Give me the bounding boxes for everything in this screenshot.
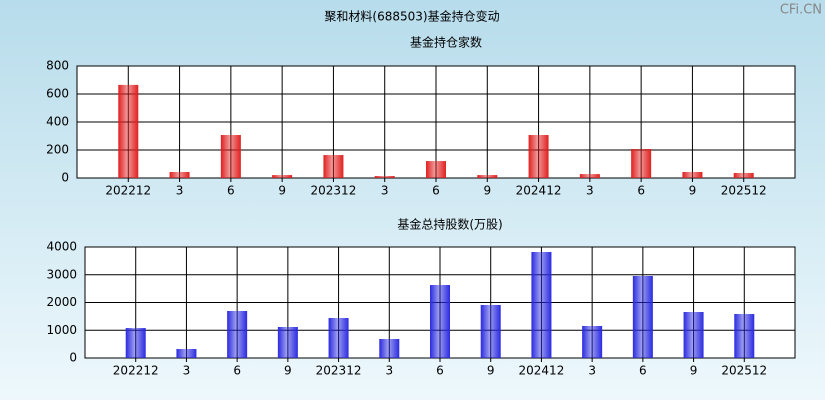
x-tick-label: 202412	[516, 184, 562, 198]
bar	[582, 326, 603, 358]
bar	[733, 172, 754, 178]
bar	[528, 135, 549, 178]
x-tick-label: 202312	[311, 184, 357, 198]
bar	[682, 171, 703, 178]
x-tick-label: 6	[432, 184, 440, 198]
bar	[272, 175, 293, 178]
bar	[379, 338, 400, 358]
x-tick-label: 202512	[721, 184, 767, 198]
bar	[531, 251, 552, 358]
page-title: 聚和材料(688503)基金持仓变动	[324, 9, 499, 24]
x-tick-label: 6	[436, 364, 444, 378]
bar	[118, 84, 139, 178]
y-tick-label: 3000	[46, 267, 77, 281]
x-tick-label: 202212	[113, 364, 159, 378]
y-tick-label: 0	[61, 171, 69, 185]
x-tick-label: 9	[690, 364, 698, 378]
x-tick-label: 3	[183, 364, 191, 378]
x-tick-label: 3	[176, 184, 184, 198]
x-tick-label: 9	[284, 364, 292, 378]
y-tick-label: 4000	[46, 240, 77, 254]
bar	[477, 175, 498, 178]
chart-title: 基金总持股数(万股)	[397, 217, 502, 232]
watermark: CFi.CN	[780, 3, 822, 18]
x-tick-label: 202512	[721, 364, 767, 378]
bar	[734, 313, 755, 358]
y-tick-label: 800	[46, 59, 69, 73]
bar	[430, 285, 450, 358]
bar	[480, 304, 501, 358]
bar	[632, 275, 653, 358]
bar	[426, 161, 446, 178]
bar	[323, 155, 344, 178]
y-tick-label: 1000	[46, 323, 77, 337]
y-tick-label: 2000	[46, 295, 77, 309]
y-tick-label: 400	[46, 115, 69, 129]
bar	[328, 318, 349, 358]
y-tick-label: 600	[46, 87, 69, 101]
x-tick-label: 6	[639, 364, 647, 378]
x-tick-label: 202412	[519, 364, 565, 378]
bar	[683, 311, 704, 358]
bar	[374, 176, 395, 178]
x-tick-label: 6	[637, 184, 645, 198]
x-tick-label: 3	[586, 184, 594, 198]
x-tick-label: 9	[278, 184, 286, 198]
chart-title: 基金持仓家数	[410, 35, 482, 50]
x-tick-label: 6	[233, 364, 241, 378]
y-tick-label: 0	[69, 351, 77, 365]
x-tick-label: 202312	[316, 364, 362, 378]
x-tick-label: 3	[381, 184, 389, 198]
bar	[169, 171, 190, 178]
bar	[631, 149, 652, 178]
x-tick-label: 9	[689, 184, 697, 198]
bar	[176, 349, 197, 358]
x-tick-label: 3	[588, 364, 596, 378]
bar	[125, 328, 146, 358]
x-tick-label: 9	[483, 184, 491, 198]
x-tick-label: 3	[385, 364, 393, 378]
x-tick-label: 6	[227, 184, 235, 198]
bar	[220, 135, 241, 178]
y-tick-label: 200	[46, 143, 69, 157]
x-tick-label: 202212	[105, 184, 151, 198]
x-tick-label: 9	[487, 364, 495, 378]
bar	[227, 310, 248, 358]
bar	[579, 174, 600, 178]
bar	[277, 327, 298, 358]
